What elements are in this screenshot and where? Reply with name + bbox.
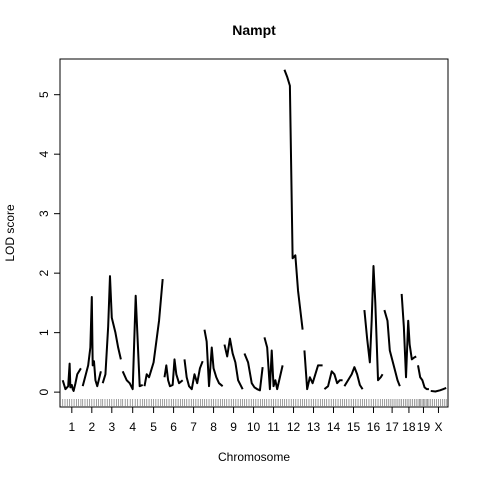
- lod-curve-chr-11: [263, 337, 284, 391]
- lod-curve-chr-15: [343, 366, 364, 390]
- chromosome-label: 8: [210, 420, 217, 434]
- y-axis: 0 1 2 3 4 5: [37, 91, 60, 395]
- chromosome-label: 2: [88, 420, 95, 434]
- lod-curves: [61, 69, 447, 393]
- chromosome-label: 16: [367, 420, 381, 434]
- chromosome-label: 6: [170, 420, 177, 434]
- lod-curve-chr-9: [223, 337, 244, 390]
- y-tick-label: 4: [37, 151, 51, 158]
- lod-curve-chr-16: [363, 265, 384, 382]
- y-tick-label: 2: [37, 269, 51, 276]
- marker-rug: [62, 399, 447, 407]
- lod-curve-chr-17: [383, 309, 401, 387]
- chromosome-label: 7: [190, 420, 197, 434]
- lod-curve-chr-6: [163, 358, 184, 388]
- y-tick-label: 3: [37, 210, 51, 217]
- lod-curve-chr-2: [81, 295, 102, 388]
- chromosome-label: X: [434, 420, 442, 434]
- y-tick-label: 5: [37, 91, 51, 98]
- chromosome-label: 17: [385, 420, 399, 434]
- chart-title: Nampt: [232, 22, 276, 38]
- chromosome-label: 11: [267, 420, 280, 434]
- lod-curve-chr-5: [143, 279, 164, 387]
- chromosome-label: 15: [347, 420, 361, 434]
- chromosome-label: 3: [108, 420, 115, 434]
- lod-curve-chr-3: [101, 275, 122, 384]
- lod-curve-chr-14: [323, 370, 343, 390]
- plot-frame: [59, 58, 449, 408]
- y-tick-label: 1: [37, 329, 51, 336]
- chromosome-label: 18: [402, 420, 416, 434]
- lod-curve-chr-10: [243, 353, 264, 392]
- chromosome-label: 4: [129, 420, 136, 434]
- lod-curve-chr-7: [183, 359, 204, 391]
- chromosome-label: 19: [417, 420, 431, 434]
- lod-curve-chr-8: [203, 329, 224, 388]
- chromosome-label: 12: [287, 420, 301, 434]
- chromosome-label: 5: [150, 420, 157, 434]
- lod-curve-chr-18: [400, 293, 417, 379]
- x-axis: 1 2 3 4 5 6 7 8 9 10 11 12 13 14 15 16 17 18 19 X: [68, 407, 442, 434]
- chromosome-label: 10: [247, 420, 261, 434]
- lod-curve-chr-13: [303, 350, 323, 391]
- lod-curve-chr-12: [283, 69, 304, 330]
- lod-curve-chr-4: [121, 294, 144, 391]
- lod-curve-chr-1: [61, 362, 82, 392]
- chromosome-label: 1: [68, 420, 75, 434]
- y-tick-label: 0: [37, 388, 51, 395]
- lod-curve-chr-x: [430, 387, 447, 393]
- chromosome-label: 13: [307, 420, 321, 434]
- chromosome-label: 14: [327, 420, 341, 434]
- x-axis-label: Chromosome: [218, 450, 290, 464]
- lod-curve-chr-19: [417, 365, 429, 391]
- chromosome-label: 9: [230, 420, 237, 434]
- y-axis-label: LOD score: [3, 204, 17, 262]
